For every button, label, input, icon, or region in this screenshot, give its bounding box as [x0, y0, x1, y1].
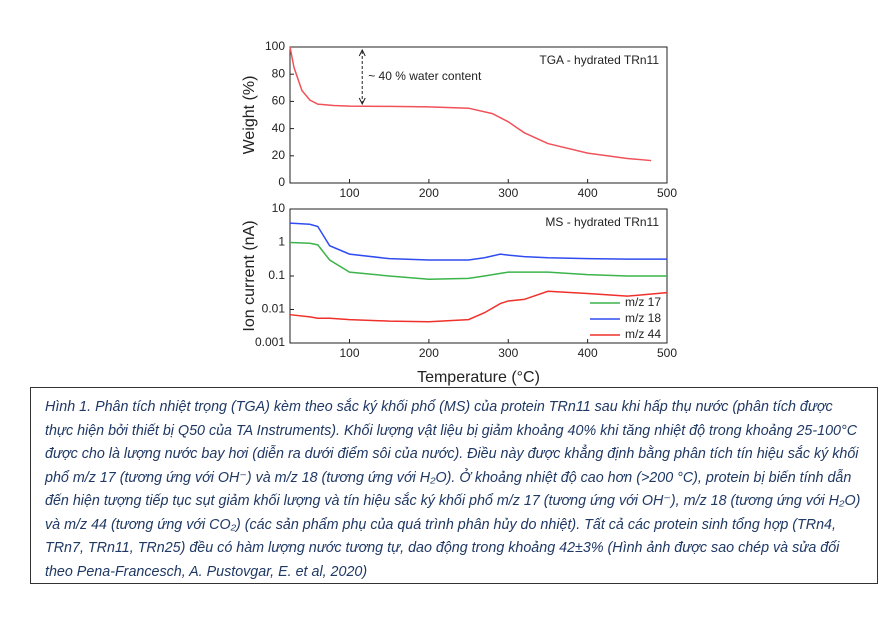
arrow-head — [358, 97, 366, 106]
x-tick-label: 100 — [340, 346, 360, 360]
y-tick-label: 40 — [272, 121, 286, 135]
series-line — [289, 241, 667, 281]
chart-title: MS - hydrated TRn11 — [545, 215, 659, 229]
y-tick-label: 0.1 — [268, 268, 285, 282]
y-tick-label: 20 — [272, 148, 286, 162]
y-tick-label: 1 — [278, 235, 285, 249]
x-tick-label: 400 — [578, 346, 598, 360]
legend-label: m/z 18 — [625, 311, 661, 325]
legend-label: m/z 17 — [625, 295, 661, 309]
y-tick-label: 0 — [278, 175, 285, 189]
x-axis-label: Temperature (°C) — [417, 369, 540, 386]
x-tick-label: 200 — [419, 186, 439, 200]
series-line — [289, 46, 652, 162]
legend-label: m/z 44 — [625, 327, 661, 341]
x-tick-label: 200 — [419, 346, 439, 360]
annotation: ~ 40 % water content — [368, 69, 482, 83]
x-tick-label: 300 — [498, 346, 518, 360]
caption: Hình 1. Phân tích nhiệt trọng (TGA) kèm … — [30, 387, 878, 584]
series-line — [289, 222, 667, 261]
y-tick-label: 0.001 — [255, 335, 285, 349]
series-line — [289, 290, 668, 323]
x-tick-label: 300 — [498, 186, 518, 200]
x-tick-label: 100 — [340, 186, 360, 200]
x-tick-label: 400 — [578, 186, 598, 200]
y-tick-label: 0.01 — [262, 302, 286, 316]
x-tick-label: 500 — [657, 186, 677, 200]
plot-frame — [289, 46, 668, 184]
y-axis-label: Ion current (nA) — [241, 220, 258, 331]
y-tick-label: 100 — [265, 39, 285, 53]
y-axis-label: Weight (%) — [241, 76, 258, 155]
chart-title: TGA - hydrated TRn11 — [539, 53, 659, 67]
y-tick-label: 60 — [272, 94, 286, 108]
figure: 100 200 300 400 500 0 20 40 60 80 100 Weight (%) TGA… — [241, 39, 677, 386]
y-tick-label: 80 — [272, 66, 286, 80]
arrow-head — [358, 48, 366, 57]
y-tick-label: 10 — [272, 201, 286, 215]
x-tick-label: 500 — [657, 346, 677, 360]
